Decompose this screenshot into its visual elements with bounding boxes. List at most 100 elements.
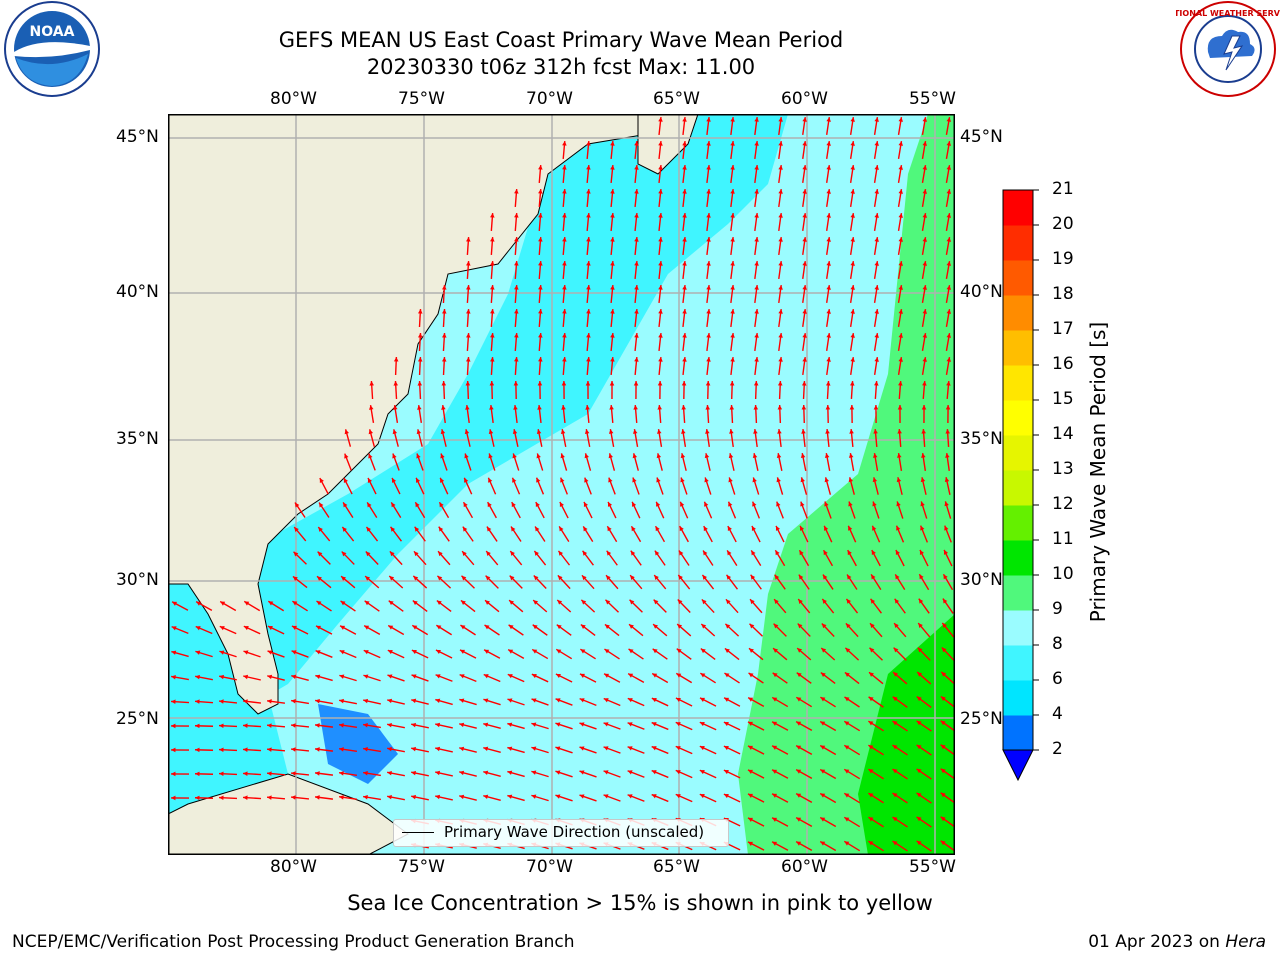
wave-arrow-head — [586, 237, 591, 242]
wave-arrow-head — [339, 674, 345, 679]
wave-arrow-head — [340, 600, 346, 606]
wave-arrow-head — [898, 357, 903, 362]
footer-date-text: 01 Apr 2023 on — [1088, 932, 1226, 952]
wave-arrow-head — [531, 698, 537, 703]
wave-arrow-head — [488, 453, 493, 459]
wave-arrow-head — [894, 598, 900, 604]
wave-arrow-head — [171, 723, 176, 729]
lon-label-bottom: 60°W — [781, 857, 828, 877]
wave-arrow-head — [369, 405, 374, 410]
wave-arrow-head — [946, 285, 952, 290]
footer-credit: NCEP/EMC/Verification Post Processing Pr… — [12, 932, 575, 952]
wave-arrow-head — [417, 381, 423, 386]
wave-arrow-head — [723, 745, 729, 751]
wave-arrow-head — [824, 525, 829, 531]
wave-arrow-head — [267, 625, 273, 631]
wave-arrow-head — [363, 723, 368, 728]
wave-arrow-head — [920, 525, 925, 531]
wave-arrow-head — [462, 551, 467, 557]
wave-arrow-head — [870, 598, 876, 604]
wave-arrow-head — [630, 550, 636, 556]
wave-arrow-head — [364, 600, 370, 606]
wave-arrow-head — [315, 723, 320, 728]
wave-arrow-head — [778, 165, 783, 170]
wave-arrow-head — [339, 650, 345, 655]
wave-arrow-head — [844, 672, 850, 677]
wave-arrow-head — [555, 746, 561, 751]
wave-arrow-head — [682, 213, 687, 218]
wave-arrow-head — [367, 502, 372, 508]
wave-arrow-head — [195, 626, 201, 631]
wave-arrow-head — [728, 501, 733, 507]
colorbar-extend-triangle — [1002, 749, 1034, 782]
wave-arrow-head — [850, 333, 855, 338]
wave-arrow-head — [416, 453, 421, 459]
wave-arrow-head — [392, 453, 397, 459]
wave-arrow-head — [844, 793, 850, 798]
north-america-land — [167, 113, 670, 715]
wave-arrow-head — [820, 745, 826, 750]
wave-arrow-head — [585, 405, 590, 410]
wave-arrow-head — [365, 576, 371, 581]
wave-arrow-head — [604, 649, 610, 654]
bahamas-shallows — [318, 704, 398, 784]
wave-arrow-head — [463, 502, 468, 508]
wave-arrow-head — [750, 599, 755, 605]
wave-arrow-head — [514, 357, 519, 362]
colorbar-tick-label: 6 — [1052, 669, 1063, 689]
wave-arrow-head — [898, 381, 903, 386]
wave-arrow-head — [608, 453, 613, 459]
wave-arrow-head — [850, 213, 855, 218]
wave-arrow-head — [658, 141, 663, 146]
lat-label-left: 40°N — [116, 282, 159, 302]
wave-arrow-head — [705, 429, 710, 434]
wave-arrow-head — [699, 794, 705, 799]
lon-label-bottom: 70°W — [526, 857, 573, 877]
wave-arrow-head — [892, 696, 898, 702]
wave-arrow-head — [726, 574, 732, 580]
wave-arrow-head — [706, 213, 711, 218]
wave-arrow-head — [486, 551, 491, 556]
wave-arrow-head — [579, 746, 585, 751]
lat-label-right: 30°N — [960, 570, 1003, 590]
wave-arrow-head — [243, 771, 248, 776]
colorbar-tick-label: 4 — [1052, 704, 1063, 724]
wave-arrow-head — [922, 165, 927, 170]
wave-arrow-head — [846, 598, 851, 604]
wave-arrow-head — [653, 599, 659, 605]
wave-arrow-head — [802, 117, 807, 122]
wave-arrow-head — [610, 309, 615, 314]
wave-arrow-head — [658, 165, 663, 170]
wave-arrow-head — [534, 550, 539, 556]
wave-arrow-head — [465, 381, 471, 386]
wave-arrow-head — [703, 526, 708, 532]
wave-arrow-head — [775, 550, 780, 556]
wave-arrow-head — [824, 477, 829, 483]
wave-arrow-head — [874, 261, 879, 266]
wave-arrow-head — [946, 117, 952, 122]
wave-arrow-head — [319, 478, 324, 484]
wave-arrow-head — [826, 285, 831, 290]
wave-arrow-head — [844, 745, 850, 750]
wave-arrow-head — [584, 477, 589, 483]
wave-arrow-head — [363, 747, 368, 752]
wave-arrow-head — [725, 599, 731, 605]
wave-arrow-head — [586, 261, 591, 266]
wave-arrow-head — [922, 285, 927, 290]
colorbar-segment — [1003, 610, 1033, 646]
wave-arrow-head — [944, 525, 949, 531]
wave-arrow-head — [487, 502, 492, 508]
wave-arrow-head — [922, 309, 927, 314]
wave-arrow-head — [772, 793, 778, 798]
wave-arrow-head — [820, 721, 826, 726]
wave-arrow-head — [706, 261, 711, 266]
wave-arrow-head — [610, 141, 615, 146]
wave-arrow-head — [872, 477, 878, 483]
wave-arrow-head — [531, 770, 537, 775]
wave-arrow-head — [483, 674, 489, 679]
wave-arrow-head — [580, 624, 586, 630]
wave-arrow-head — [507, 794, 513, 799]
wave-arrow-head — [898, 237, 903, 242]
wave-arrow-head — [754, 141, 759, 146]
wave-arrow-head — [868, 769, 874, 774]
